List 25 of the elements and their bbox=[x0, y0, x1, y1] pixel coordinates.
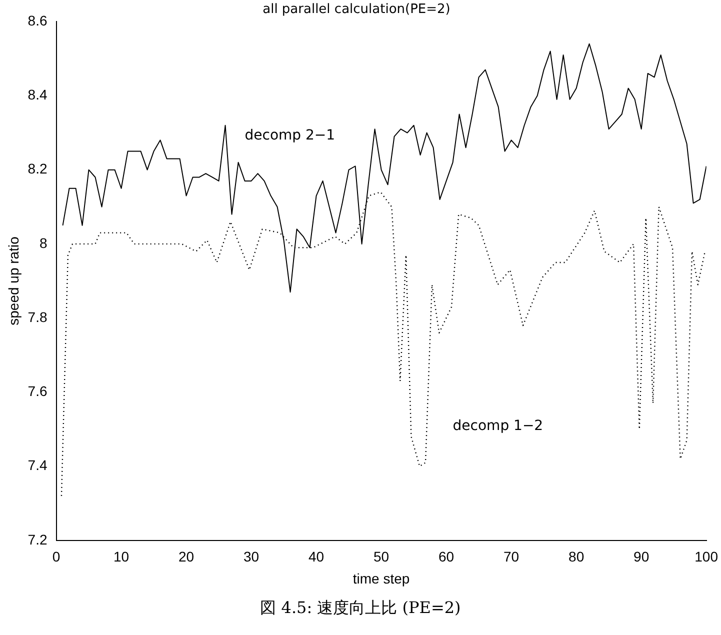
y-tick-label: 8.4 bbox=[28, 86, 48, 103]
x-tick-label: 0 bbox=[52, 548, 60, 565]
x-tick-label: 60 bbox=[438, 548, 454, 565]
y-axis-title: speed up ratio bbox=[5, 236, 22, 326]
y-tick-label: 7.6 bbox=[28, 383, 48, 400]
x-tick-label: 70 bbox=[504, 548, 520, 565]
x-tick-label: 10 bbox=[113, 548, 130, 565]
series-label: decomp 1−2 bbox=[452, 418, 544, 434]
x-tick-label: 50 bbox=[374, 548, 390, 565]
y-tick-label: 7.4 bbox=[28, 457, 48, 474]
x-tick-label: 100 bbox=[694, 548, 718, 565]
y-tick-label: 8 bbox=[39, 234, 48, 251]
caption: 図 4.5: 速度向上比 (PE=2) bbox=[259, 598, 462, 619]
y-tick-label: 8.2 bbox=[28, 160, 48, 177]
chart-title: all parallel calculation(PE=2) bbox=[262, 2, 450, 18]
x-tick-label: 80 bbox=[568, 548, 584, 565]
x-tick-label: 40 bbox=[308, 548, 324, 565]
x-axis-title: time step bbox=[352, 570, 410, 586]
x-tick-label: 30 bbox=[243, 548, 260, 565]
y-tick-label: 7.2 bbox=[28, 531, 48, 548]
x-tick-label: 20 bbox=[178, 548, 194, 565]
y-tick-label: 7.8 bbox=[28, 308, 48, 325]
series-label: decomp 2−1 bbox=[244, 127, 336, 144]
y-tick-label: 8.6 bbox=[28, 12, 48, 28]
x-tick-label: 90 bbox=[634, 548, 650, 565]
